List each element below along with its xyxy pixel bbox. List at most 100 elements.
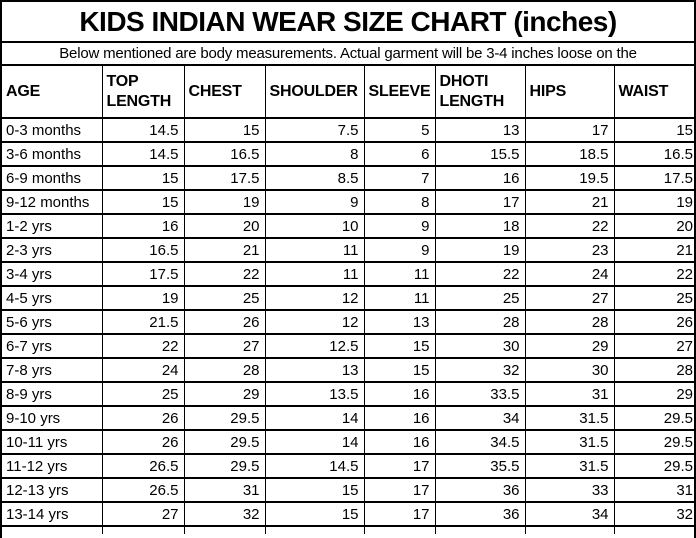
value-cell: 19.5 <box>524 166 614 191</box>
value-cell: 31.5 <box>524 430 614 455</box>
value-cell: 26 <box>613 310 694 335</box>
value-cell: 23 <box>524 238 614 263</box>
value-cell: 12.5 <box>264 334 364 359</box>
value-cell: 12 <box>264 310 364 335</box>
value-cell: 35.5 <box>434 454 525 479</box>
age-cell: 13-14 yrs <box>2 502 102 527</box>
value-cell: 14.5 <box>101 142 184 167</box>
column-header: SLEEVE <box>363 66 435 119</box>
value-cell: 26.5 <box>101 478 184 503</box>
value-cell: 12 <box>264 286 364 311</box>
column-header: AGE <box>2 66 102 119</box>
age-cell: 5-6 yrs <box>2 310 102 335</box>
table-row: 11-12 yrs 26.5 29.5 14.5 17 35.5 31.5 29.5 <box>2 454 694 479</box>
value-cell: 14.5 <box>101 118 184 143</box>
empty-cell <box>2 526 102 534</box>
value-cell: 11 <box>363 286 435 311</box>
value-cell: 36 <box>434 502 525 527</box>
age-cell: 3-6 months <box>2 142 102 167</box>
value-cell: 15 <box>101 166 184 191</box>
value-cell: 16 <box>363 406 435 431</box>
table-row: 9-10 yrs 26 29.5 14 16 34 31.5 29.5 <box>2 406 694 431</box>
value-cell: 34.5 <box>434 430 525 455</box>
value-cell: 34 <box>434 406 525 431</box>
size-table: AGE TOP LENGTH CHEST SHOULDER SLEEVE DHOTI LE… <box>2 66 694 534</box>
value-cell: 16.5 <box>613 142 694 167</box>
value-cell: 9 <box>363 238 435 263</box>
value-cell: 8 <box>363 190 435 215</box>
value-cell: 25 <box>183 286 265 311</box>
column-header: CHEST <box>183 66 265 119</box>
value-cell: 19 <box>183 190 265 215</box>
table-row: 12-13 yrs 26.5 31 15 17 36 33 31 <box>2 478 694 503</box>
measurement-note: Below mentioned are body measurements. A… <box>2 43 694 66</box>
value-cell: 17.5 <box>183 166 265 191</box>
value-cell: 27 <box>183 334 265 359</box>
value-cell: 10 <box>264 214 364 239</box>
value-cell: 24 <box>101 358 184 383</box>
age-cell: 10-11 yrs <box>2 430 102 455</box>
value-cell: 9 <box>264 190 364 215</box>
table-row: 2-3 yrs 16.5 21 11 9 19 23 21 <box>2 238 694 263</box>
value-cell: 17 <box>363 478 435 503</box>
table-row: 6-9 months 15 17.5 8.5 7 16 19.5 17.5 <box>2 166 694 191</box>
table-row: 8-9 yrs 25 29 13.5 16 33.5 31 29 <box>2 382 694 407</box>
value-cell: 29.5 <box>183 430 265 455</box>
empty-cell <box>101 526 184 534</box>
value-cell: 14 <box>264 430 364 455</box>
value-cell: 13 <box>434 118 525 143</box>
value-cell: 28 <box>183 358 265 383</box>
value-cell: 13 <box>363 310 435 335</box>
value-cell: 29 <box>524 334 614 359</box>
empty-cell <box>264 526 364 534</box>
value-cell: 15 <box>363 334 435 359</box>
value-cell: 11 <box>363 262 435 287</box>
value-cell: 14 <box>264 406 364 431</box>
value-cell: 6 <box>363 142 435 167</box>
empty-cell <box>363 526 435 534</box>
value-cell: 21 <box>524 190 614 215</box>
table-row: 1-2 yrs 16 20 10 9 18 22 20 <box>2 214 694 239</box>
value-cell: 16.5 <box>183 142 265 167</box>
value-cell: 31.5 <box>524 406 614 431</box>
value-cell: 29.5 <box>613 454 694 479</box>
value-cell: 15 <box>613 118 694 143</box>
column-header: HIPS <box>524 66 614 119</box>
value-cell: 26 <box>101 430 184 455</box>
value-cell: 29 <box>183 382 265 407</box>
age-cell: 9-10 yrs <box>2 406 102 431</box>
value-cell: 21 <box>613 238 694 263</box>
value-cell: 17.5 <box>101 262 184 287</box>
table-row: 5-6 yrs 21.5 26 12 13 28 28 26 <box>2 310 694 335</box>
value-cell: 19 <box>101 286 184 311</box>
value-cell: 15 <box>183 118 265 143</box>
value-cell: 17 <box>524 118 614 143</box>
value-cell: 15 <box>363 358 435 383</box>
value-cell: 11 <box>264 238 364 263</box>
table-row: 6-7 yrs 22 27 12.5 15 30 29 27 <box>2 334 694 359</box>
value-cell: 29 <box>613 382 694 407</box>
value-cell: 16 <box>434 166 525 191</box>
empty-cell <box>183 526 265 534</box>
value-cell: 31 <box>613 478 694 503</box>
value-cell: 8.5 <box>264 166 364 191</box>
value-cell: 33.5 <box>434 382 525 407</box>
age-cell: 2-3 yrs <box>2 238 102 263</box>
value-cell: 26 <box>183 310 265 335</box>
value-cell: 14.5 <box>264 454 364 479</box>
value-cell: 16 <box>363 430 435 455</box>
column-header: DHOTI LENGTH <box>434 66 525 119</box>
value-cell: 32 <box>183 502 265 527</box>
value-cell: 22 <box>524 214 614 239</box>
age-cell: 12-13 yrs <box>2 478 102 503</box>
value-cell: 19 <box>434 238 525 263</box>
value-cell: 18 <box>434 214 525 239</box>
value-cell: 15 <box>264 502 364 527</box>
value-cell: 22 <box>613 262 694 287</box>
value-cell: 33 <box>524 478 614 503</box>
table-row: 4-5 yrs 19 25 12 11 25 27 25 <box>2 286 694 311</box>
value-cell: 22 <box>183 262 265 287</box>
value-cell: 29.5 <box>183 454 265 479</box>
value-cell: 5 <box>363 118 435 143</box>
